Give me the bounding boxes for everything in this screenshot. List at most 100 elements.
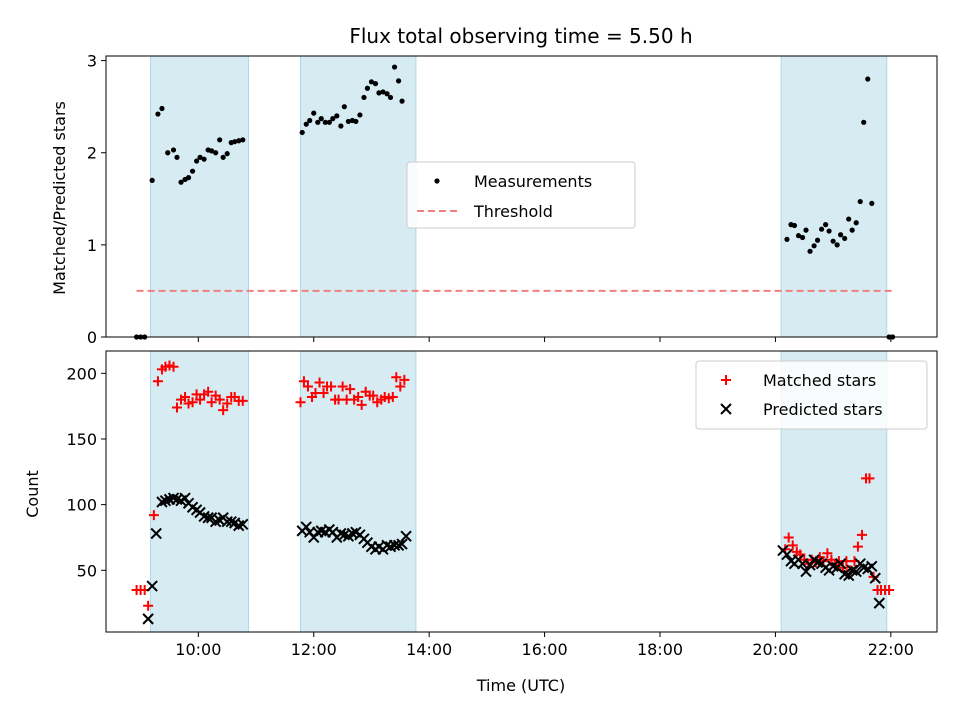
measurement-point <box>353 118 359 125</box>
axes-frame <box>105 55 938 338</box>
matched-stars-point <box>214 394 225 405</box>
measurement-point <box>209 148 215 154</box>
legend-predicted-marker <box>720 403 732 415</box>
x-tick-label: 14:00 <box>406 640 452 659</box>
axes-frame <box>105 350 938 633</box>
matched-stars-point <box>399 374 410 385</box>
measurement-point <box>155 111 161 117</box>
matched-stars-point <box>884 584 895 595</box>
measurement-point <box>869 200 875 207</box>
measurement-point <box>372 81 379 87</box>
matched-stars-point <box>326 381 337 392</box>
measurement-point <box>842 235 848 242</box>
measurement-point <box>315 119 321 125</box>
measurement-point <box>224 151 230 157</box>
measurement-point <box>853 220 859 226</box>
matched-stars-point <box>852 541 863 552</box>
measurement-point <box>391 64 398 70</box>
matched-stars-point <box>368 390 379 401</box>
measurement-point <box>165 150 171 156</box>
measurement-point <box>178 179 184 185</box>
top-panel: 0 1 2 3 Measurements Threshold <box>87 52 938 347</box>
measurement-point <box>201 156 207 162</box>
measurement-point <box>784 236 790 242</box>
measurement-point <box>849 227 855 233</box>
matched-stars-point <box>237 395 248 406</box>
x-axis-label: Time (UTC) <box>476 676 565 695</box>
measurement-point <box>194 158 200 164</box>
predicted-stars-point <box>400 530 412 542</box>
observing-interval-band <box>299 55 417 338</box>
bottom-y-axis-label: Count <box>23 470 42 518</box>
observing-interval-band <box>780 55 888 338</box>
measurement-point <box>376 90 382 96</box>
measurement-point <box>303 121 309 127</box>
y-tick-label: 100 <box>66 496 97 515</box>
matched-stars-point <box>195 394 206 405</box>
y-tick-label: 0 <box>87 328 97 347</box>
matched-stars-point <box>822 548 833 559</box>
predicted-stars-point <box>869 572 881 584</box>
measurement-point <box>185 175 192 181</box>
matched-stars-point <box>187 397 198 408</box>
matched-stars-point <box>826 554 837 565</box>
matched-stars-point <box>395 381 406 392</box>
legend-matched-label: Matched stars <box>763 371 876 390</box>
measurement-point <box>380 89 386 95</box>
measurement-point <box>818 226 825 232</box>
predicted-stars-point <box>850 565 862 578</box>
measurement-point <box>322 119 328 125</box>
predicted-stars-point <box>156 496 168 508</box>
measurement-point <box>326 119 332 125</box>
y-tick-label: 200 <box>66 364 97 383</box>
matched-stars-point <box>295 397 306 408</box>
legend-predicted-label: Predicted stars <box>763 400 883 419</box>
legend-box <box>406 161 636 229</box>
measurement-point <box>791 222 798 229</box>
bottom-panel: 50 100 150 200 10:00 12:00 14:00 16:00 18:00 20:0… <box>66 350 938 659</box>
predicted-stars-point <box>866 560 878 573</box>
measurement-point <box>384 91 390 97</box>
y-tick-label: 3 <box>87 52 97 71</box>
measurement-point <box>197 154 203 160</box>
predicted-stars-point <box>179 492 191 504</box>
matched-stars-point <box>787 540 798 551</box>
matched-stars-point <box>203 386 214 397</box>
matched-stars-point <box>318 388 329 399</box>
matched-stars-point <box>171 402 182 413</box>
measurement-point <box>170 147 177 153</box>
measurement-point <box>361 94 367 101</box>
measurement-point <box>807 248 813 254</box>
matched-stars-point <box>206 397 217 408</box>
measurement-point <box>189 168 196 174</box>
predicted-stars-point <box>834 558 847 570</box>
measurement-point <box>330 116 336 122</box>
matched-stars-point <box>783 532 794 543</box>
predicted-stars-point <box>335 527 347 540</box>
legend-threshold-label: Threshold <box>473 202 553 221</box>
measurement-point <box>217 137 223 143</box>
matched-stars-point <box>391 372 402 383</box>
predicted-stars-point <box>781 548 793 561</box>
x-tick-label: 18:00 <box>637 640 683 659</box>
measurement-point <box>857 198 863 205</box>
predicted-stars-point <box>873 597 885 609</box>
matched-stars-point <box>168 361 179 372</box>
matched-stars-point <box>298 376 309 387</box>
matched-stars-point <box>302 381 313 392</box>
matched-stars-point <box>345 384 356 395</box>
predicted-stars-point <box>167 492 180 504</box>
measurement-point <box>220 154 226 160</box>
measurement-point <box>811 243 817 249</box>
matched-stars-point <box>864 473 875 484</box>
measurement-point <box>826 228 832 234</box>
predicted-stars-point <box>392 539 405 552</box>
matched-stars-point <box>180 391 191 402</box>
predicted-stars-point <box>146 580 158 592</box>
measurement-point <box>311 110 317 116</box>
measurement-point <box>395 78 402 84</box>
y-tick-label: 2 <box>87 144 97 163</box>
measurement-point <box>345 118 351 125</box>
legend-box <box>695 360 928 430</box>
